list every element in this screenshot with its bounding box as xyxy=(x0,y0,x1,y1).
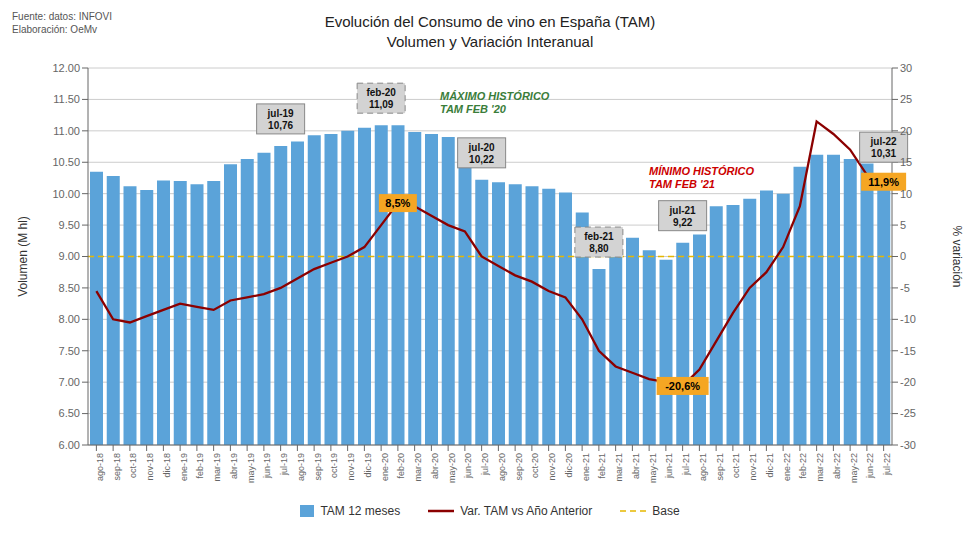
svg-text:11.50: 11.50 xyxy=(53,93,80,105)
svg-text:dic-21: dic-21 xyxy=(765,453,775,478)
html-text:Var. TAM vs Año Anterior: Var. TAM vs Año Anterior xyxy=(460,504,593,518)
svg-text:jul-21: jul-21 xyxy=(681,453,691,476)
svg-text:jun-21: jun-21 xyxy=(664,453,674,479)
html-text:TAM 12 meses: TAM 12 meses xyxy=(320,504,401,518)
svg-text:11.00: 11.00 xyxy=(53,125,80,137)
svg-text:oct-18: oct-18 xyxy=(128,453,138,478)
svg-text:-20: -20 xyxy=(900,376,916,388)
svg-text:jun-22: jun-22 xyxy=(865,453,875,479)
svg-text:ago-21: ago-21 xyxy=(698,453,708,481)
svg-text:feb-21: feb-21 xyxy=(597,453,607,479)
svg-text:jun-19: jun-19 xyxy=(262,453,272,479)
svg-text:jul-21: jul-21 xyxy=(669,205,697,216)
svg-text:6.00: 6.00 xyxy=(59,439,80,451)
svg-text:jul-19: jul-19 xyxy=(279,453,289,476)
svg-text:oct-21: oct-21 xyxy=(731,453,741,478)
svg-text:8.00: 8.00 xyxy=(59,313,80,325)
svg-text:dic-18: dic-18 xyxy=(162,453,172,478)
svg-text:7.00: 7.00 xyxy=(59,376,80,388)
svg-text:-20,6%: -20,6% xyxy=(665,380,700,392)
svg-text:jul-20: jul-20 xyxy=(468,142,496,153)
svg-text:may-19: may-19 xyxy=(246,453,256,483)
svg-text:sep-20: sep-20 xyxy=(514,453,524,481)
svg-text:feb-19: feb-19 xyxy=(195,453,205,479)
svg-text:6.50: 6.50 xyxy=(59,407,80,419)
svg-text:oct-19: oct-19 xyxy=(329,453,339,478)
svg-text:ago-19: ago-19 xyxy=(296,453,306,481)
svg-text:nov-19: nov-19 xyxy=(346,453,356,481)
svg-text:mar-20: mar-20 xyxy=(413,453,423,482)
svg-text:abr-20: abr-20 xyxy=(430,453,440,479)
svg-text:feb-20: feb-20 xyxy=(396,453,406,479)
svg-text:0: 0 xyxy=(900,250,906,262)
svg-text:7.50: 7.50 xyxy=(59,345,80,357)
svg-text:8,80: 8,80 xyxy=(589,243,609,254)
svg-text:may-22: may-22 xyxy=(849,453,859,483)
svg-text:30: 30 xyxy=(900,62,912,74)
svg-text:-5: -5 xyxy=(900,282,910,294)
svg-text:20: 20 xyxy=(900,125,912,137)
svg-text:jun-20: jun-20 xyxy=(463,453,473,479)
svg-text:25: 25 xyxy=(900,93,912,105)
svg-text:feb-21: feb-21 xyxy=(584,231,614,242)
svg-text:5: 5 xyxy=(900,219,906,231)
svg-text:11,09: 11,09 xyxy=(369,99,394,110)
svg-text:jul-22: jul-22 xyxy=(882,453,892,476)
svg-text:10: 10 xyxy=(900,188,912,200)
svg-text:10.50: 10.50 xyxy=(52,156,80,168)
svg-text:mar-19: mar-19 xyxy=(212,453,222,482)
html-text:MÁXIMO HISTÓRICO TAM FEB '20: MÁXIMO HISTÓRICO TAM FEB '20 xyxy=(440,90,550,115)
svg-text:mar-22: mar-22 xyxy=(815,453,825,482)
svg-text:abr-22: abr-22 xyxy=(832,453,842,479)
svg-text:Volumen (M hl): Volumen (M hl) xyxy=(16,216,30,297)
svg-text:-15: -15 xyxy=(900,345,916,357)
svg-text:9,22: 9,22 xyxy=(673,217,693,228)
svg-text:abr-21: abr-21 xyxy=(631,453,641,479)
svg-text:may-21: may-21 xyxy=(648,453,658,483)
svg-text:-30: -30 xyxy=(900,439,916,451)
svg-text:15: 15 xyxy=(900,156,912,168)
svg-text:sep-18: sep-18 xyxy=(112,453,122,481)
svg-text:abr-19: abr-19 xyxy=(229,453,239,479)
html-text:Volumen y Variación Interanual: Volumen y Variación Interanual xyxy=(386,33,594,50)
svg-text:% variación: % variación xyxy=(950,225,964,287)
svg-text:jul-20: jul-20 xyxy=(480,453,490,476)
svg-text:dic-20: dic-20 xyxy=(564,453,574,478)
svg-text:-10: -10 xyxy=(900,313,916,325)
html-text:Fuente: datos: INFOVI Elaborac: Fuente: datos: INFOVI Elaboración: OeMv xyxy=(12,11,112,35)
svg-text:nov-20: nov-20 xyxy=(547,453,557,481)
svg-text:10,31: 10,31 xyxy=(871,148,896,159)
svg-text:sep-19: sep-19 xyxy=(313,453,323,481)
svg-text:8.50: 8.50 xyxy=(59,282,80,294)
svg-text:ago-20: ago-20 xyxy=(497,453,507,481)
svg-text:12.00: 12.00 xyxy=(52,62,80,74)
svg-text:sep-21: sep-21 xyxy=(715,453,725,481)
svg-text:10,76: 10,76 xyxy=(268,120,293,131)
svg-text:feb-22: feb-22 xyxy=(798,453,808,479)
svg-text:ago-18: ago-18 xyxy=(95,453,105,481)
svg-text:oct-20: oct-20 xyxy=(530,453,540,478)
html-text:MÍNIMO HISTÓRICO TAM FEB '21: MÍNIMO HISTÓRICO TAM FEB '21 xyxy=(649,165,755,190)
svg-text:9.00: 9.00 xyxy=(59,250,80,262)
svg-text:9.50: 9.50 xyxy=(59,219,80,231)
svg-text:dic-19: dic-19 xyxy=(363,453,373,478)
svg-text:ene-19: ene-19 xyxy=(179,453,189,481)
svg-text:mar-21: mar-21 xyxy=(614,453,624,482)
svg-text:may-20: may-20 xyxy=(447,453,457,483)
html-text:Base: Base xyxy=(652,504,680,518)
svg-text:10.00: 10.00 xyxy=(52,188,80,200)
svg-text:ene-20: ene-20 xyxy=(380,453,390,481)
svg-text:11,9%: 11,9% xyxy=(868,176,899,188)
svg-text:ene-22: ene-22 xyxy=(782,453,792,481)
svg-text:ene-21: ene-21 xyxy=(581,453,591,481)
svg-text:-25: -25 xyxy=(900,407,916,419)
svg-text:8,5%: 8,5% xyxy=(385,197,410,209)
html-text:Evolución del Consumo de vino: Evolución del Consumo de vino en España … xyxy=(324,13,656,30)
svg-text:10,22: 10,22 xyxy=(469,154,494,165)
svg-text:jul-22: jul-22 xyxy=(870,136,898,147)
svg-text:nov-18: nov-18 xyxy=(145,453,155,481)
svg-text:jul-19: jul-19 xyxy=(267,108,295,119)
svg-text:nov-21: nov-21 xyxy=(748,453,758,481)
svg-text:feb-20: feb-20 xyxy=(366,87,396,98)
